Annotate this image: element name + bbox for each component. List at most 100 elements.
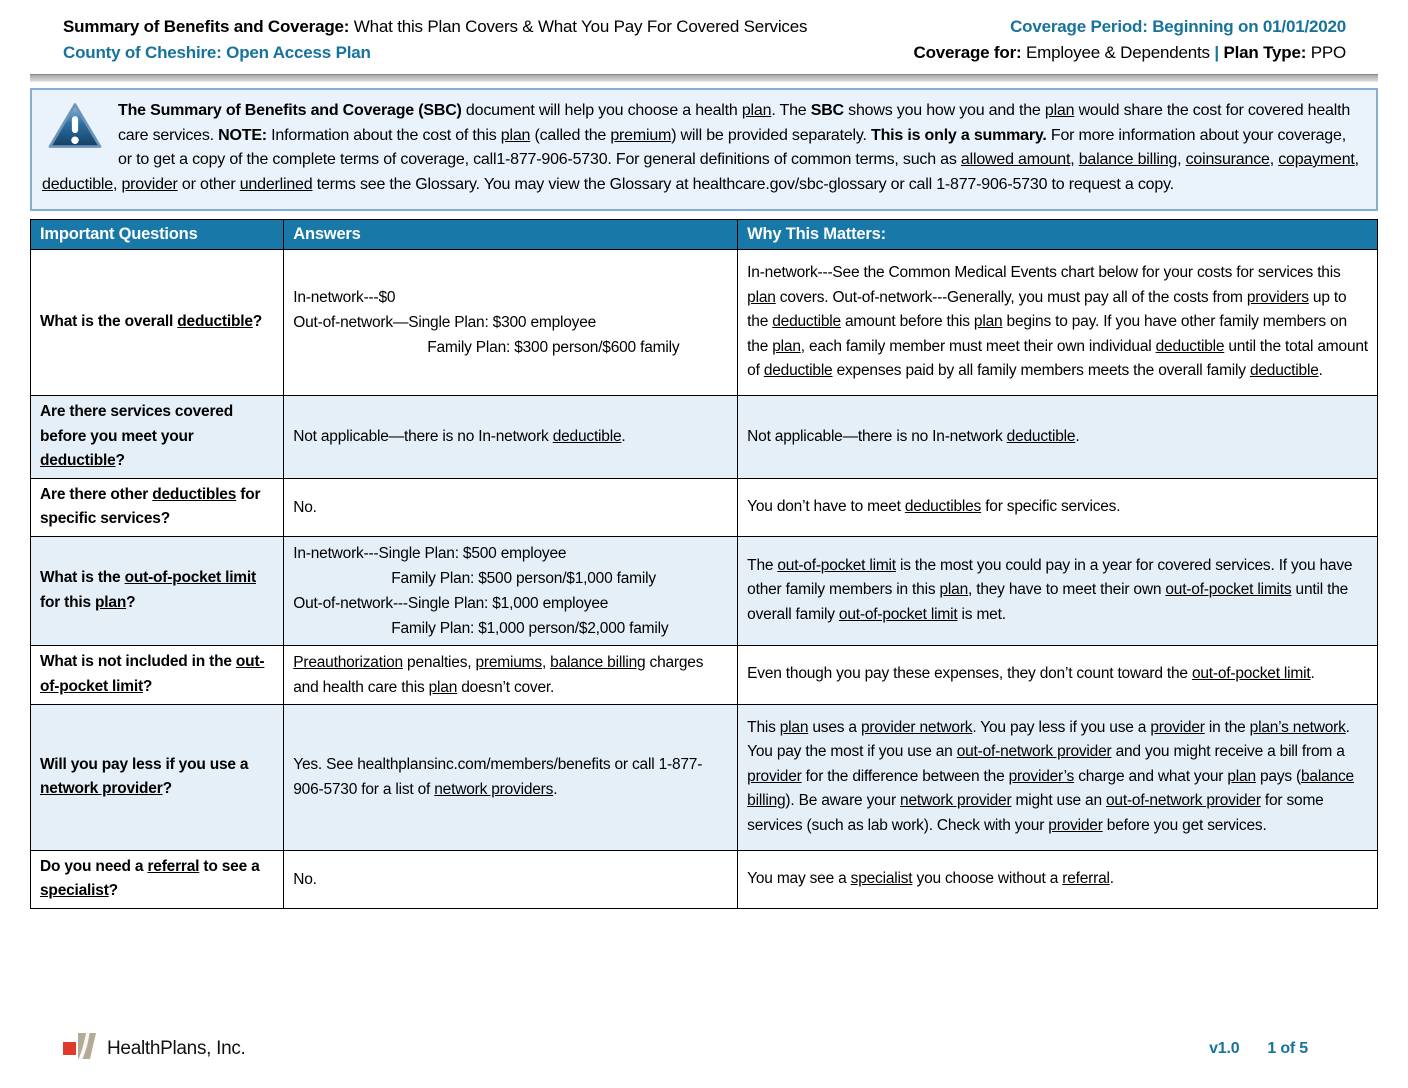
plan-name: County of Cheshire: Open Access Plan [63, 43, 371, 62]
text-term: copayment [1278, 151, 1355, 168]
text-term: deductible [552, 428, 622, 446]
coverage-for-value: Employee & Dependents [1021, 43, 1215, 62]
text-term: deductible [177, 313, 253, 331]
text-term: deductible [42, 175, 113, 193]
answer-line: Out-of-network---Single Plan: $1,000 emp… [293, 594, 609, 612]
version-text: v1.0 [1209, 1039, 1240, 1057]
text-term: specialist [850, 869, 913, 887]
text-term: plan [428, 678, 458, 696]
text-term: NOTE: [218, 126, 267, 144]
important-questions-table: Important Questions Answers Why This Mat… [29, 219, 1378, 909]
question-cell: What is the overall deductible? [29, 249, 285, 396]
answer-cell: Yes. See healthplansinc.com/members/bene… [283, 703, 739, 851]
question-cell: Are there other deductibles for specific… [29, 477, 285, 537]
document-title: Summary of Benefits and Coverage: What t… [63, 14, 807, 40]
text-term: plan [1044, 102, 1075, 119]
coverage-for-line: Coverage for: Employee & Dependents | Pl… [913, 40, 1347, 66]
text-term: This is only a summary. [871, 126, 1047, 144]
text-term: out-of-pocket limit [777, 556, 896, 574]
answer-cell: In-network---$0 Out-of-network—Single Pla… [283, 249, 739, 396]
text-term: out-of-pocket limit [124, 569, 257, 586]
text-term: deductible [1249, 362, 1319, 380]
header-left: Summary of Benefits and Coverage: What t… [63, 14, 807, 66]
why-this-matters-cell: This plan uses a provider network. You p… [737, 703, 1378, 851]
answer-line: No. [293, 870, 317, 888]
text-term: out-of-pocket limit [40, 653, 265, 695]
plan-type-value: PPO [1306, 43, 1347, 62]
table-row: What is not included in the out-of-pocke… [29, 644, 1378, 705]
healthplans-logo: HealthPlans, Inc. [63, 1031, 246, 1066]
table-row: What is the overall deductible? In-netwo… [29, 249, 1378, 396]
text-term: provider’s [1008, 767, 1075, 785]
answer-cell: Not applicable—there is no In-network de… [283, 395, 739, 479]
text-term: provider [1150, 718, 1205, 736]
answer-cell: In-network---Single Plan: $500 employee F… [283, 535, 739, 646]
text-term: deductible [1155, 337, 1225, 355]
why-this-matters-cell: You may see a specialist you choose with… [737, 849, 1378, 909]
table-row: Are there other deductibles for specific… [29, 477, 1378, 537]
header-divider [30, 74, 1378, 82]
table-row: Are there services covered before you me… [29, 395, 1378, 479]
text-term: deductible [772, 313, 841, 331]
text-term: balance billing [1078, 151, 1178, 168]
text-term: balance billing [550, 653, 646, 671]
text-term: deductibles [152, 485, 237, 503]
answer-line: Not applicable—there is no In-network de… [293, 428, 626, 446]
text-term: plan [747, 288, 776, 306]
text-term: deductibles [904, 497, 982, 515]
why-this-matters-cell: Even though you pay these expenses, they… [737, 644, 1378, 705]
text-term: out-of-pocket limit [838, 605, 958, 623]
why-this-matters-cell: You don’t have to meet deductibles for s… [737, 477, 1378, 537]
text-term: premium [610, 126, 672, 144]
text-term: out-of-pocket limits [1165, 581, 1292, 599]
text-term: underlined [239, 175, 313, 193]
coverage-period: Coverage Period: Beginning on 01/01/2020 [1010, 17, 1346, 36]
why-this-matters-cell: Not applicable—there is no In-network de… [737, 395, 1378, 479]
question-cell: What is not included in the out-of-pocke… [29, 644, 285, 705]
text-term: deductible [1006, 427, 1076, 445]
text-term: SBC [810, 102, 844, 119]
answer-line: In-network---Single Plan: $500 employee [293, 544, 567, 562]
table-header-row: Important Questions Answers Why This Mat… [29, 219, 1378, 250]
text-term: referral [1062, 869, 1110, 887]
text-term: plan [95, 593, 127, 611]
answer-line: No. [293, 498, 317, 516]
text-term: specialist [40, 882, 109, 899]
text-term: plan’s network [1249, 718, 1346, 736]
logo-mark-icon [63, 1031, 99, 1066]
coverage-for-label: Coverage for: [913, 43, 1022, 62]
table-row: Will you pay less if you use a network p… [29, 703, 1378, 851]
column-header-why-this-matters: Why This Matters: [737, 219, 1378, 250]
text-term: provider [747, 767, 802, 785]
text-term: The Summary of Benefits and Coverage (SB… [118, 102, 462, 119]
answer-cell: No. [283, 849, 739, 909]
text-term: provider [1048, 816, 1103, 834]
intro-text: The Summary of Benefits and Coverage (SB… [42, 102, 1359, 193]
text-term: allowed amount [960, 151, 1071, 168]
why-this-matters-cell: In-network---See the Common Medical Even… [737, 249, 1378, 396]
text-term: plan [772, 337, 801, 355]
column-header-important-questions: Important Questions [29, 219, 285, 250]
text-term: out-of-network provider [1106, 792, 1261, 810]
text-term: coinsurance [1185, 151, 1270, 168]
text-term: provider [121, 175, 178, 193]
text-term: balance billing [747, 767, 1354, 810]
question-cell: Are there services covered before you me… [29, 395, 285, 479]
header-separator: | [1214, 43, 1224, 62]
answer-cell: No. [283, 477, 739, 537]
answer-line: Family Plan: $300 person/$600 family [427, 339, 680, 356]
text-term: plan [741, 102, 772, 119]
answer-line: Family Plan: $500 person/$1,000 family [391, 569, 656, 587]
text-term: plan [779, 718, 809, 736]
question-cell: Do you need a referral to see a speciali… [29, 849, 285, 909]
answer-line: Family Plan: $1,000 person/$2,000 family [391, 619, 669, 637]
question-cell: Will you pay less if you use a network p… [29, 703, 285, 851]
text-term: plan [500, 126, 531, 144]
table-row: Do you need a referral to see a speciali… [29, 849, 1378, 909]
footer-page-info: v1.0 1 of 5 [1209, 1040, 1308, 1058]
text-term: Preauthorization [293, 653, 403, 671]
text-term: network provider [40, 780, 163, 797]
text-term: network providers [434, 781, 554, 798]
text-term: plan [939, 581, 969, 599]
